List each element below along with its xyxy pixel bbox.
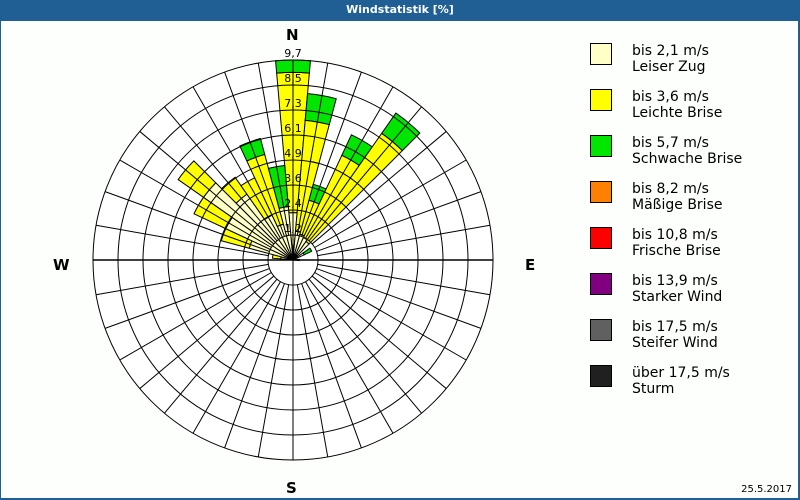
legend-name: Frische Brise <box>632 243 721 259</box>
svg-text:8,5: 8,5 <box>284 72 302 85</box>
chart-panel: 1,2 2,4 3,6 4,9 6,1 7,3 8,5 9,7 N E S W bis 2,1… <box>1 21 798 498</box>
legend-swatch <box>590 365 612 387</box>
window-title: Windstatistik [%] <box>0 0 800 20</box>
svg-text:9,7: 9,7 <box>284 47 302 60</box>
svg-text:1,2: 1,2 <box>284 222 302 235</box>
legend-swatch <box>590 135 612 157</box>
legend-speed: über 17,5 m/s <box>632 365 730 381</box>
legend-speed: bis 17,5 m/s <box>632 319 718 335</box>
legend-swatch <box>590 181 612 203</box>
direction-south-label: S <box>286 479 297 497</box>
legend-name: Starker Wind <box>632 289 723 305</box>
legend-speed: bis 8,2 m/s <box>632 181 709 197</box>
date-label: 25.5.2017 <box>741 484 792 495</box>
direction-north-label: N <box>286 26 299 44</box>
legend-speed: bis 13,9 m/s <box>632 273 718 289</box>
svg-text:2,4: 2,4 <box>284 197 302 210</box>
legend-name: Leichte Brise <box>632 105 723 121</box>
wind-rose-chart: 1,2 2,4 3,6 4,9 6,1 7,3 8,5 9,7 <box>92 47 494 461</box>
legend-speed: bis 2,1 m/s <box>632 43 709 59</box>
svg-text:6,1: 6,1 <box>284 122 302 135</box>
legend-name: Schwache Brise <box>632 151 743 167</box>
legend-speed: bis 10,8 m/s <box>632 227 718 243</box>
rose-segment <box>304 93 337 126</box>
legend-speed: bis 3,6 m/s <box>632 89 709 105</box>
svg-text:7,3: 7,3 <box>284 97 302 110</box>
rose-segment <box>302 247 313 256</box>
svg-text:3,6: 3,6 <box>284 172 302 185</box>
legend-swatch <box>590 227 612 249</box>
legend-name: Mäßige Brise <box>632 197 723 213</box>
legend-name: Sturm <box>632 381 675 397</box>
legend-swatch <box>590 89 612 111</box>
legend-swatch <box>590 273 612 295</box>
rose-segment <box>267 164 289 209</box>
direction-east-label: E <box>525 256 536 274</box>
legend-name: Leiser Zug <box>632 59 706 75</box>
legend-swatch <box>590 319 612 341</box>
legend-speed: bis 5,7 m/s <box>632 135 709 151</box>
svg-text:4,9: 4,9 <box>284 147 302 160</box>
legend-name: Steifer Wind <box>632 335 718 351</box>
legend-swatch <box>590 43 612 65</box>
direction-west-label: W <box>53 256 70 274</box>
